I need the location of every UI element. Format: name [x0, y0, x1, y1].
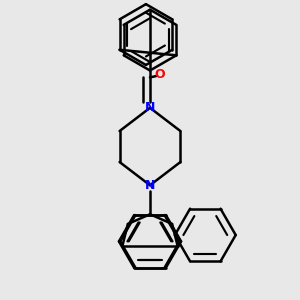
Text: O: O — [154, 68, 165, 81]
Text: N: N — [145, 179, 155, 192]
Text: N: N — [145, 101, 155, 114]
